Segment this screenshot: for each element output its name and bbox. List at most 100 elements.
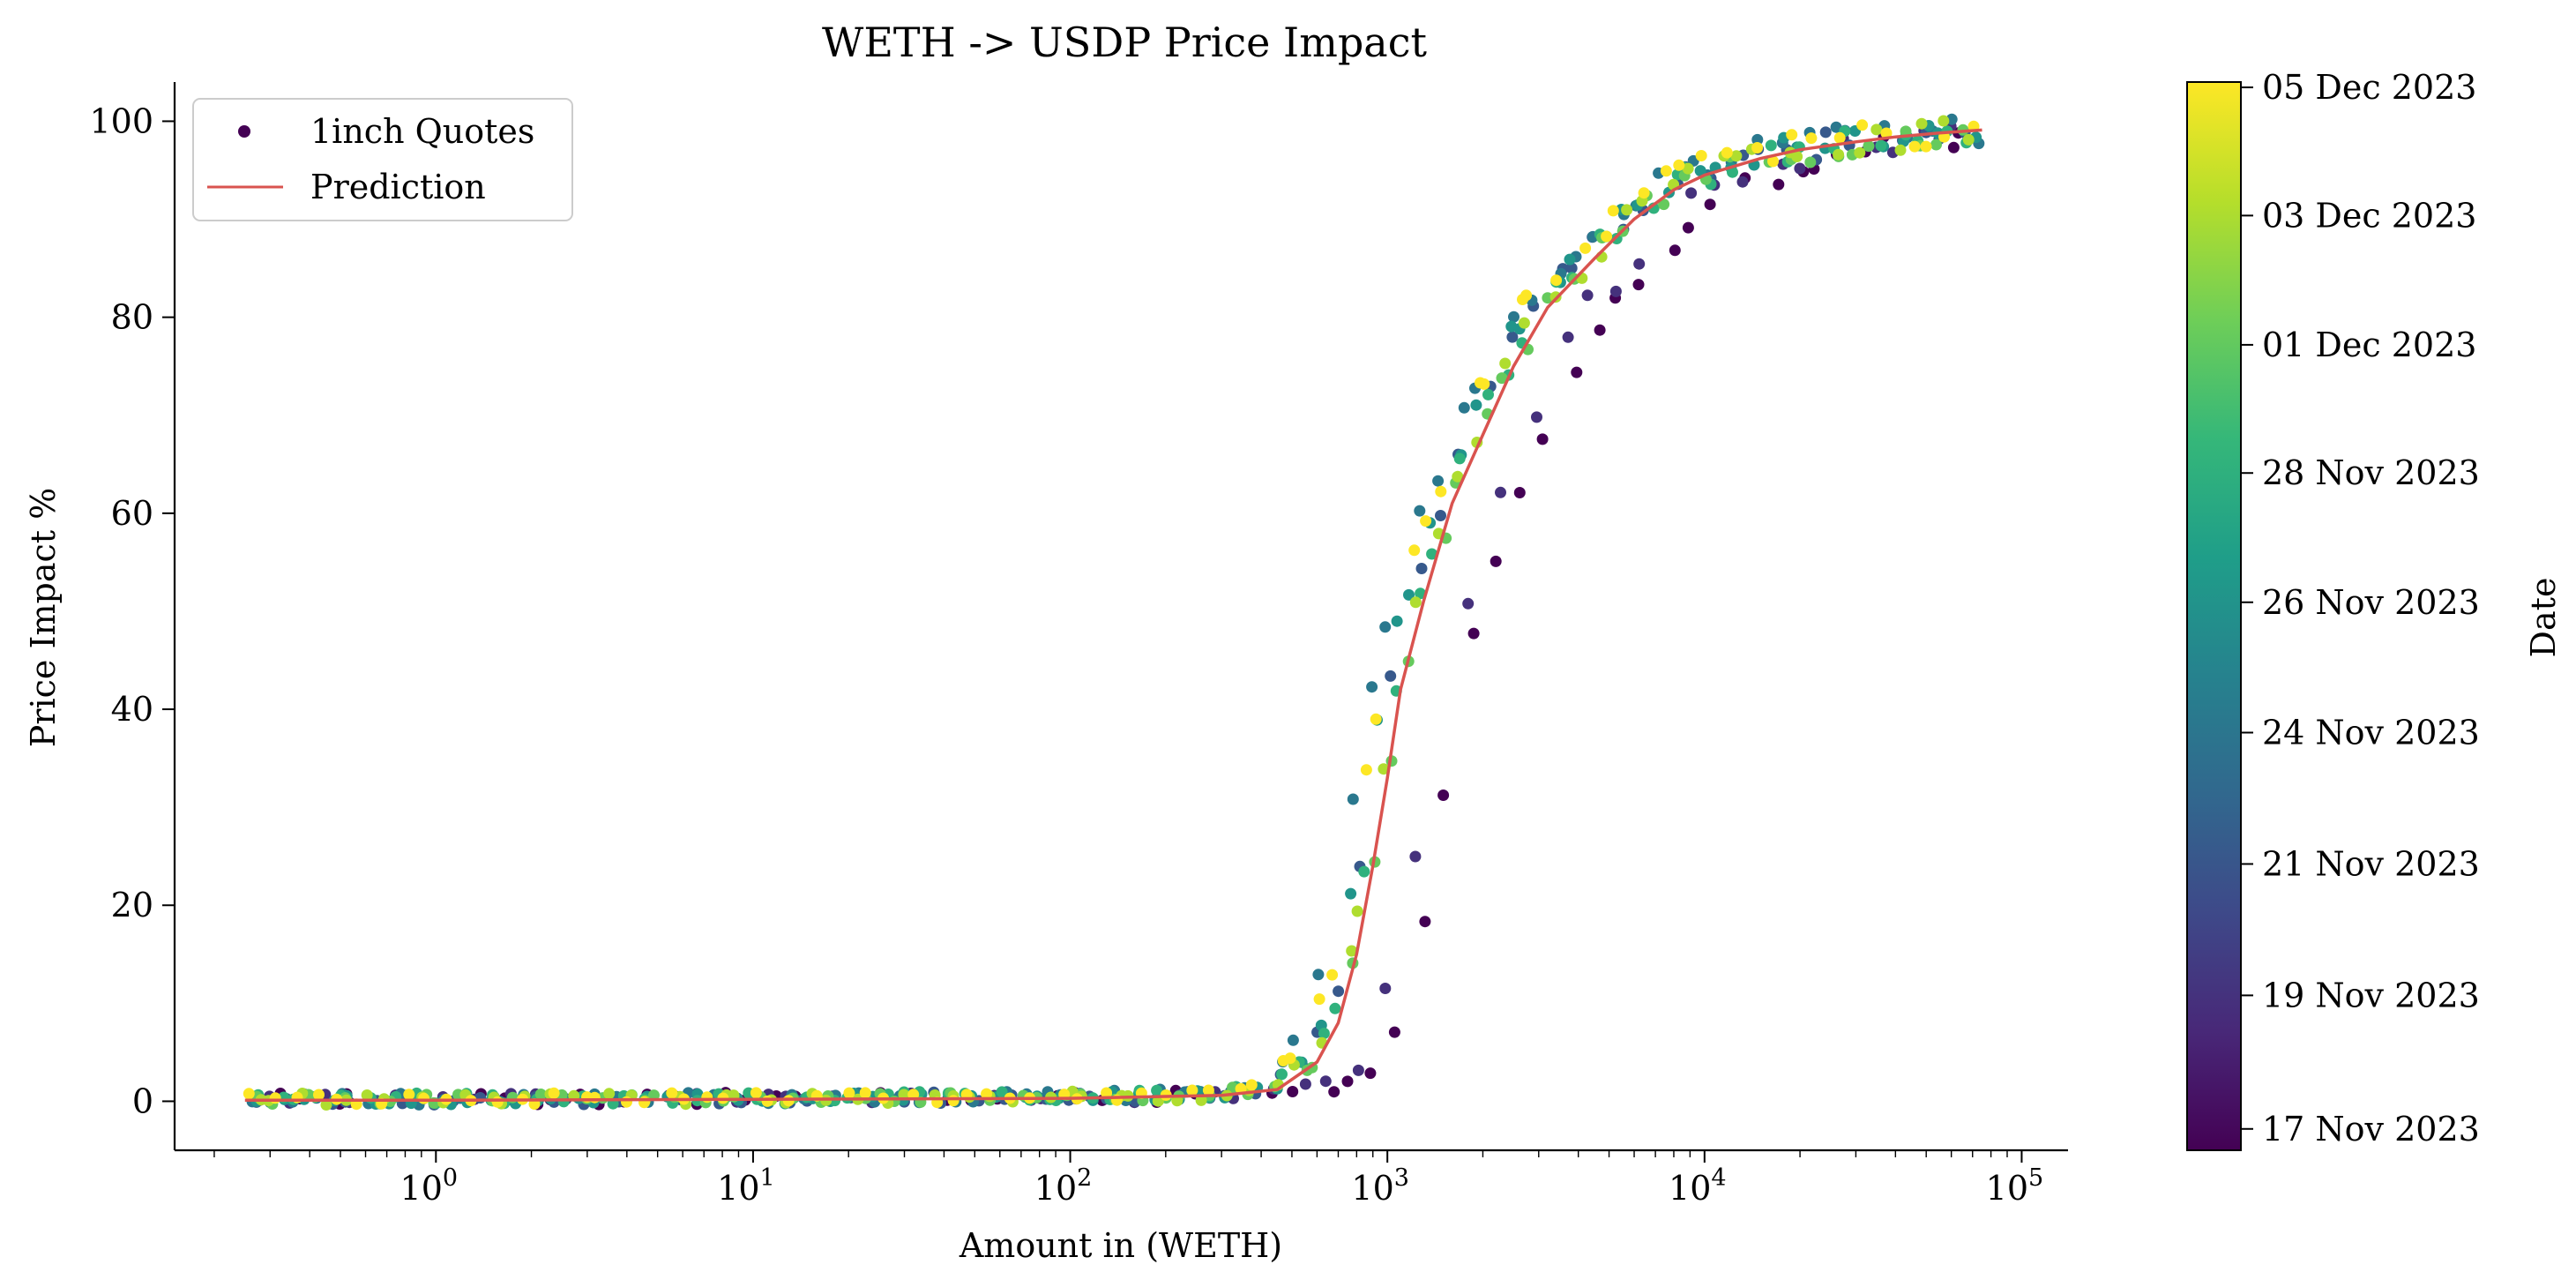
quote-point bbox=[666, 1087, 678, 1099]
quotes-scatter bbox=[243, 113, 1985, 1111]
quote-point bbox=[1694, 165, 1706, 177]
y-tick-label: 60 bbox=[111, 494, 153, 533]
quote-point bbox=[1730, 150, 1743, 162]
quote-point bbox=[1388, 1026, 1400, 1038]
quote-point bbox=[1870, 123, 1883, 136]
quote-point bbox=[1312, 969, 1325, 981]
quote-point bbox=[1621, 204, 1633, 216]
quote-point bbox=[1856, 119, 1869, 131]
colorbar-ticks: 17 Nov 2023 19 Nov 2023 21 Nov 2023 24 Nov … bbox=[2241, 68, 2480, 1149]
quote-point bbox=[320, 1099, 332, 1111]
y-axis-label: Price Impact % bbox=[24, 488, 63, 748]
quote-point bbox=[1638, 187, 1650, 199]
quote-point bbox=[981, 1088, 993, 1100]
quote-point bbox=[1358, 865, 1370, 878]
quote-point bbox=[1736, 176, 1749, 188]
quote-point bbox=[1470, 399, 1482, 411]
quote-point bbox=[1351, 905, 1363, 917]
quote-point bbox=[1633, 258, 1646, 270]
quote-point bbox=[1329, 1002, 1341, 1014]
quote-point bbox=[243, 1088, 255, 1100]
x-axis-label: Amount in (WETH) bbox=[959, 1226, 1282, 1265]
quote-point bbox=[1347, 793, 1359, 805]
chart-title: WETH -> USDP Price Impact bbox=[822, 19, 1427, 66]
quote-point bbox=[1318, 1028, 1330, 1039]
quote-point bbox=[1920, 140, 1932, 153]
quote-point bbox=[1833, 131, 1846, 144]
quote-point bbox=[1685, 187, 1698, 199]
quote-point bbox=[1682, 221, 1694, 234]
prediction-line bbox=[244, 128, 1982, 1103]
quote-point bbox=[1658, 198, 1670, 211]
quote-point bbox=[1462, 597, 1475, 610]
prediction-layer bbox=[244, 128, 1982, 1103]
y-tick-label: 20 bbox=[111, 886, 153, 924]
x-tick-label: 100 bbox=[400, 1164, 459, 1208]
quote-point bbox=[548, 1087, 560, 1099]
quote-point bbox=[1880, 127, 1893, 139]
quote-point bbox=[1833, 148, 1845, 161]
colorbar-tick-label: 19 Nov 2023 bbox=[2262, 976, 2480, 1014]
y-tick-label: 80 bbox=[111, 298, 153, 337]
quote-point bbox=[1287, 1086, 1299, 1097]
quote-point bbox=[1660, 165, 1672, 177]
legend-box bbox=[192, 98, 573, 221]
quote-point bbox=[1313, 993, 1325, 1006]
quote-point bbox=[1751, 142, 1764, 153]
quote-point bbox=[1495, 486, 1506, 498]
quote-point bbox=[1409, 596, 1422, 609]
quote-point bbox=[1426, 548, 1438, 560]
quote-point bbox=[1458, 401, 1470, 414]
quote-point bbox=[1352, 1064, 1364, 1076]
quote-point bbox=[1609, 285, 1622, 297]
quote-point bbox=[1607, 205, 1619, 217]
quote-point bbox=[534, 1089, 547, 1100]
quote-point bbox=[1819, 126, 1832, 138]
quote-point bbox=[1506, 331, 1519, 343]
quote-point bbox=[1435, 510, 1446, 521]
y-tick-label: 0 bbox=[132, 1081, 153, 1120]
quote-point bbox=[1432, 475, 1445, 487]
quote-point bbox=[1938, 115, 1950, 127]
y-axis-ticks: 0 20 40 60 80 100 bbox=[89, 101, 175, 1120]
quote-point bbox=[1245, 1079, 1258, 1091]
quote-point bbox=[1186, 1084, 1198, 1096]
quote-point bbox=[1101, 1087, 1113, 1099]
quote-point bbox=[1408, 544, 1421, 557]
quote-point bbox=[1520, 289, 1533, 302]
colorbar-label: Date bbox=[2524, 578, 2563, 658]
legend-label-prediction: Prediction bbox=[310, 168, 486, 206]
quote-point bbox=[1915, 117, 1928, 130]
quote-point bbox=[1579, 242, 1592, 254]
quote-point bbox=[1437, 789, 1450, 801]
quote-point bbox=[1854, 146, 1866, 159]
x-tick-label: 105 bbox=[1986, 1164, 2044, 1208]
quote-point bbox=[1326, 969, 1339, 981]
quote-point bbox=[1673, 159, 1685, 171]
quote-point bbox=[1328, 1086, 1340, 1098]
quote-point bbox=[859, 1087, 871, 1099]
quote-point bbox=[1518, 317, 1530, 329]
x-tick-label: 101 bbox=[717, 1164, 775, 1208]
colorbar-gradient bbox=[2186, 81, 2242, 1151]
quote-point bbox=[1364, 1067, 1377, 1080]
quote-point bbox=[1562, 331, 1574, 343]
quote-point bbox=[1682, 162, 1694, 175]
colorbar-tick-label: 21 Nov 2023 bbox=[2262, 844, 2480, 883]
quote-point bbox=[1379, 983, 1392, 994]
quote-point bbox=[1727, 166, 1738, 178]
quote-point bbox=[1632, 279, 1645, 291]
quote-point bbox=[1786, 129, 1798, 141]
quote-point bbox=[1287, 1034, 1299, 1046]
quote-point bbox=[1341, 1075, 1354, 1088]
quote-point bbox=[1366, 681, 1378, 693]
colorbar-tick-label: 05 Dec 2023 bbox=[2262, 68, 2476, 107]
quote-point bbox=[1467, 627, 1480, 640]
colorbar: 17 Nov 2023 19 Nov 2023 21 Nov 2023 24 Nov … bbox=[2186, 68, 2563, 1151]
quote-point bbox=[996, 1086, 1008, 1098]
colorbar-tick-label: 24 Nov 2023 bbox=[2262, 713, 2480, 752]
quote-point bbox=[701, 1091, 713, 1104]
quote-point bbox=[1490, 555, 1502, 567]
quote-point bbox=[1370, 713, 1382, 725]
colorbar-tick-label: 03 Dec 2023 bbox=[2262, 196, 2476, 235]
